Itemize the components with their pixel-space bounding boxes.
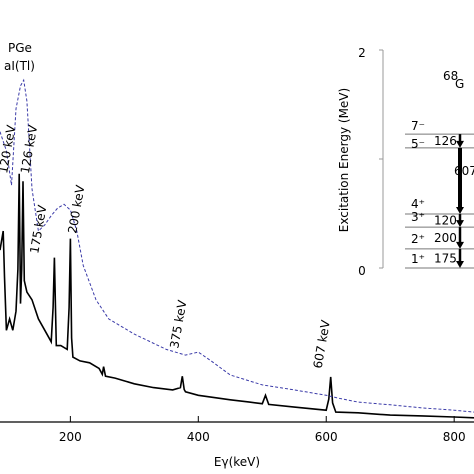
x-tick-label: 400 bbox=[187, 430, 210, 444]
peak-label: 120 keV bbox=[0, 123, 19, 174]
arrow-head bbox=[456, 140, 464, 148]
transition-label: 120 bbox=[434, 214, 457, 228]
nucleus-label: G bbox=[455, 77, 464, 91]
x-tick-label: 600 bbox=[315, 430, 338, 444]
level-spin: 7⁻ bbox=[411, 119, 425, 133]
level-spin: 4⁺ bbox=[411, 197, 425, 211]
series-line bbox=[0, 173, 474, 419]
arrow-head bbox=[456, 220, 464, 228]
legend-label: aI(Tl) bbox=[4, 59, 35, 73]
level-spin: 3⁺ bbox=[411, 210, 425, 224]
level-spin: 5⁻ bbox=[411, 137, 425, 151]
level-spin: 2⁺ bbox=[411, 232, 425, 246]
transition-label: 200 bbox=[434, 231, 457, 245]
legend-label: PGe bbox=[8, 41, 32, 55]
peak-label: 607 keV bbox=[311, 318, 333, 369]
level-spin: 1⁺ bbox=[411, 252, 425, 266]
arrow-head bbox=[456, 261, 464, 268]
peak-label: 126 keV bbox=[18, 123, 40, 174]
inset-tick-label: 2 bbox=[358, 46, 366, 60]
series-line bbox=[0, 78, 474, 413]
arrow-head bbox=[456, 207, 464, 215]
transition-label: 126 bbox=[434, 134, 457, 148]
transition-label: 607 bbox=[454, 164, 474, 178]
arrow-head bbox=[456, 241, 464, 249]
x-tick-label: 800 bbox=[443, 430, 466, 444]
peak-label: 175 keV bbox=[27, 203, 49, 254]
nucleus-mass: 68 bbox=[443, 69, 458, 83]
peak-label: 200 keV bbox=[65, 183, 87, 234]
x-axis-label: Eγ(keV) bbox=[214, 455, 260, 469]
peak-label: 375 keV bbox=[167, 298, 189, 349]
transition-label: 175 bbox=[434, 251, 457, 265]
x-tick-label: 200 bbox=[59, 430, 82, 444]
inset-tick-label: 0 bbox=[358, 264, 366, 278]
inset-axis-label: Excitation Energy (MeV) bbox=[337, 88, 351, 232]
